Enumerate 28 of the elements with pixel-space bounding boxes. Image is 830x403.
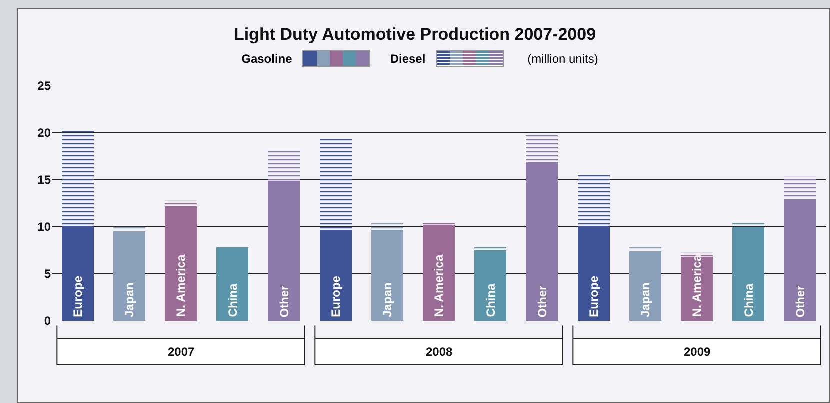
text: 2009 bbox=[684, 345, 712, 359]
x-tick-label: Other bbox=[794, 285, 808, 318]
x-tick-label: Europe bbox=[71, 276, 86, 318]
y-tick-label: 10 bbox=[38, 220, 52, 234]
x-tick-label: China bbox=[484, 284, 498, 318]
text: 2007 bbox=[168, 345, 196, 359]
x-tick-label: Japan bbox=[380, 282, 394, 318]
y-tick-label: 5 bbox=[44, 267, 52, 282]
x-tick-label: Other bbox=[278, 285, 292, 318]
x-tick-label: Other bbox=[536, 285, 550, 318]
x-tick-label: China bbox=[742, 284, 756, 318]
x-tick-label: Japan bbox=[638, 282, 652, 318]
legend-label: Gasoline bbox=[242, 52, 292, 66]
y-tick-label: 25 bbox=[38, 79, 52, 94]
x-tick-label: Europe bbox=[329, 276, 344, 318]
y-tick-label: 15 bbox=[38, 173, 52, 188]
y-axis-title: (million units) bbox=[528, 52, 598, 66]
legend-label: Diesel bbox=[390, 52, 426, 66]
text: 2008 bbox=[426, 345, 454, 359]
x-tick-label: China bbox=[226, 284, 240, 318]
x-tick-label: N. America bbox=[174, 254, 188, 318]
y-tick-label: 0 bbox=[44, 314, 52, 328]
chart-title: Light Duty Automotive Production 2007-2009 bbox=[234, 25, 596, 44]
x-tick-label: Japan bbox=[122, 282, 136, 318]
x-tick-label: N. America bbox=[690, 254, 704, 318]
x-tick-label: N. America bbox=[432, 254, 446, 318]
y-tick-label: 20 bbox=[38, 126, 52, 140]
x-tick-label: Europe bbox=[587, 276, 602, 318]
